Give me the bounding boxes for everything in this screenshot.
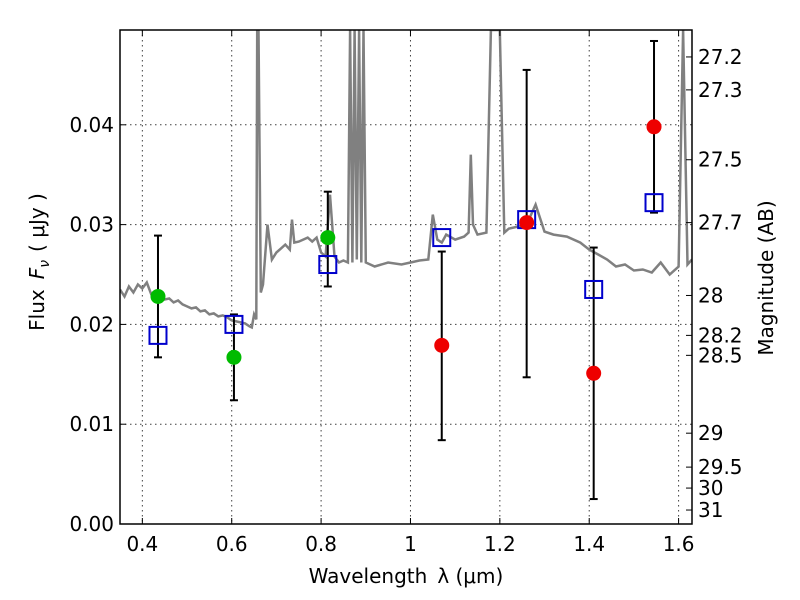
y2-tick-label: 28 [698,283,723,307]
model-flux-square [644,193,664,213]
y-axis-label: FluxFν( μJy ) [25,193,53,331]
x-tick-label: 1.2 [484,532,516,556]
y2-tick-label: 29.5 [698,455,743,479]
plot-frame [119,29,693,525]
x-tick-label: 1 [404,532,417,556]
y2-tick-label: 29 [698,421,723,445]
y-tick-label: 0.04 [69,113,114,137]
sed-model-layer [120,30,692,330]
y-tick-label: 0.03 [69,213,114,237]
model-flux-square [318,255,338,275]
tick-marks [120,30,692,525]
y2-tick-label: 27.2 [698,45,743,69]
sed-model-line [120,30,692,330]
x-tick-label: 0.4 [126,532,158,556]
grid-lines [120,30,692,524]
y-tick-label: 0.01 [69,412,114,436]
model-flux-square [432,228,452,248]
x-tick-labels: 0.4 0.6 0.8 1 1.2 1.4 1.6 [126,532,694,556]
limit-point [586,365,602,381]
y2-tick-label: 27.7 [698,211,743,235]
model-flux-square [224,314,244,334]
y-tick-label: 0.00 [69,512,114,536]
detection-point [320,230,336,246]
x-axis-label: Wavelength λ (μm) [309,564,504,588]
y2-tick-label: 27.3 [698,78,743,102]
limit-point [646,119,662,135]
y2-axis-label: Magnitude (AB) [754,200,778,355]
limit-point [434,337,450,353]
x-tick-label: 1.6 [663,532,695,556]
detection-point [226,349,242,365]
x-tick-label: 0.8 [305,532,337,556]
y2-tick-label: 30 [698,476,723,500]
model-flux-square [584,279,604,299]
model-flux-square [148,325,168,345]
limit-point [519,215,535,231]
x-tick-label: 0.6 [216,532,248,556]
y2-tick-label: 27.5 [698,148,743,172]
detection-point [150,288,166,304]
y-tick-labels: 0.00 0.01 0.02 0.03 0.04 [69,113,114,536]
y2-tick-label: 31 [698,498,723,522]
x-tick-label: 1.4 [573,532,605,556]
y2-tick-label: 28.5 [698,343,743,367]
y2-tick-label: 28.2 [698,323,743,347]
y-tick-label: 0.02 [69,312,114,336]
data-points-layer [148,39,664,501]
